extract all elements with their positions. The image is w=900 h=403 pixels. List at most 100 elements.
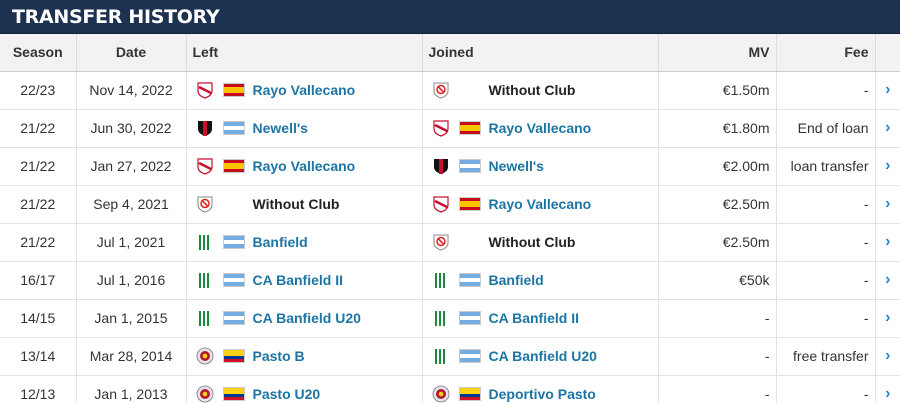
argentina-flag-icon bbox=[458, 349, 481, 363]
joined-club-name-link[interactable]: CA Banfield II bbox=[488, 310, 580, 326]
row-detail-cell[interactable]: › bbox=[875, 147, 900, 186]
joined-club-name-link[interactable]: Deportivo Pasto bbox=[488, 386, 596, 402]
fee-cell: - bbox=[776, 71, 876, 110]
season-cell: 21/22 bbox=[0, 223, 77, 262]
market-value-cell: €2.50m bbox=[658, 185, 777, 224]
banfield-crest-icon[interactable] bbox=[195, 308, 215, 328]
rayo-crest-icon[interactable] bbox=[195, 156, 215, 176]
column-header-arrow bbox=[875, 34, 900, 72]
fee-cell: - bbox=[776, 185, 876, 224]
joined-club-name-link[interactable]: Rayo Vallecano bbox=[488, 196, 592, 212]
row-detail-cell[interactable]: › bbox=[875, 185, 900, 224]
chevron-right-icon[interactable]: › bbox=[885, 271, 891, 288]
flag-placeholder bbox=[459, 83, 481, 97]
joined-club-cell: Without Club bbox=[422, 71, 659, 110]
joined-club-cell: Rayo Vallecano bbox=[422, 185, 659, 224]
season-cell: 21/22 bbox=[0, 185, 77, 224]
chevron-right-icon[interactable]: › bbox=[885, 119, 891, 136]
date-cell: Jan 1, 2013 bbox=[76, 375, 187, 403]
row-detail-cell[interactable]: › bbox=[875, 71, 900, 110]
row-detail-cell[interactable]: › bbox=[875, 299, 900, 338]
column-header-left: Left bbox=[186, 34, 423, 72]
argentina-flag-icon bbox=[458, 311, 481, 325]
table-row[interactable]: 22/23 Nov 14, 2022 Rayo Vallecano Without C… bbox=[0, 71, 900, 110]
chevron-right-icon[interactable]: › bbox=[885, 347, 891, 364]
row-detail-cell[interactable]: › bbox=[875, 375, 900, 403]
market-value-cell: - bbox=[658, 375, 777, 403]
joined-club-name-link[interactable]: Rayo Vallecano bbox=[488, 120, 592, 136]
flag-placeholder bbox=[223, 197, 245, 211]
banfield-crest-icon[interactable] bbox=[431, 346, 451, 366]
chevron-right-icon[interactable]: › bbox=[885, 157, 891, 174]
argentina-flag-icon bbox=[458, 159, 481, 173]
row-detail-cell[interactable]: › bbox=[875, 109, 900, 148]
table-row[interactable]: 21/22 Jul 1, 2021 Banfield Without Club €2.5… bbox=[0, 223, 900, 262]
left-club-name-link[interactable]: Banfield bbox=[252, 234, 308, 250]
row-detail-cell[interactable]: › bbox=[875, 223, 900, 262]
table-row[interactable]: 21/22 Sep 4, 2021 Without Club Rayo Valleca… bbox=[0, 185, 900, 224]
left-club-cell: Rayo Vallecano bbox=[186, 147, 423, 186]
date-cell: Sep 4, 2021 bbox=[76, 185, 187, 224]
pasto-crest-icon[interactable] bbox=[195, 346, 215, 366]
column-header-joined: Joined bbox=[422, 34, 659, 72]
newells-crest-icon[interactable] bbox=[431, 156, 451, 176]
row-detail-cell[interactable]: › bbox=[875, 261, 900, 300]
rayo-crest-icon[interactable] bbox=[431, 194, 451, 214]
column-header-fee: Fee bbox=[776, 34, 876, 72]
chevron-right-icon[interactable]: › bbox=[885, 81, 891, 98]
table-row[interactable]: 21/22 Jan 27, 2022 Rayo Vallecano Newell's €… bbox=[0, 147, 900, 186]
row-detail-cell[interactable]: › bbox=[875, 337, 900, 376]
colombia-flag-icon bbox=[222, 349, 245, 363]
date-cell: Jul 1, 2016 bbox=[76, 261, 187, 300]
table-row[interactable]: 21/22 Jun 30, 2022 Newell's Rayo Vallecano €… bbox=[0, 109, 900, 148]
joined-club-name-link[interactable]: CA Banfield U20 bbox=[488, 348, 597, 364]
column-header-mv: MV bbox=[658, 34, 777, 72]
newells-crest-icon[interactable] bbox=[195, 118, 215, 138]
panel-title: TRANSFER HISTORY bbox=[0, 0, 900, 34]
left-club-cell: CA Banfield II bbox=[186, 261, 423, 300]
chevron-right-icon[interactable]: › bbox=[885, 195, 891, 212]
argentina-flag-icon bbox=[222, 121, 245, 135]
banfield-crest-icon[interactable] bbox=[195, 270, 215, 290]
left-club-name-link[interactable]: Pasto U20 bbox=[252, 386, 321, 402]
banfield-crest-icon[interactable] bbox=[431, 270, 451, 290]
chevron-right-icon[interactable]: › bbox=[885, 233, 891, 250]
table-row[interactable]: 16/17 Jul 1, 2016 CA Banfield II Banfield €5… bbox=[0, 261, 900, 300]
joined-club-name-link[interactable]: Banfield bbox=[488, 272, 544, 288]
pasto-crest-icon[interactable] bbox=[195, 384, 215, 403]
rayo-crest-icon[interactable] bbox=[195, 80, 215, 100]
left-club-name-link[interactable]: Newell's bbox=[252, 120, 308, 136]
without-club-icon bbox=[431, 232, 451, 252]
left-club-name-link[interactable]: CA Banfield U20 bbox=[252, 310, 361, 326]
left-club-cell: Banfield bbox=[186, 223, 423, 262]
joined-club-name-link[interactable]: Newell's bbox=[488, 158, 544, 174]
left-club-name-link[interactable]: Rayo Vallecano bbox=[252, 82, 356, 98]
spain-flag-icon bbox=[458, 121, 481, 135]
pasto-crest-icon[interactable] bbox=[431, 384, 451, 403]
fee-cell: loan transfer bbox=[776, 147, 876, 186]
left-club-name-link[interactable]: Pasto B bbox=[252, 348, 305, 364]
table-row[interactable]: 12/13 Jan 1, 2013 Pasto U20 Deportivo Pasto… bbox=[0, 375, 900, 403]
table-row[interactable]: 13/14 Mar 28, 2014 Pasto B CA Banfield U20 -… bbox=[0, 337, 900, 376]
fee-cell: End of loan bbox=[776, 109, 876, 148]
left-club-name-link[interactable]: Rayo Vallecano bbox=[252, 158, 356, 174]
banfield-crest-icon[interactable] bbox=[431, 308, 451, 328]
season-cell: 22/23 bbox=[0, 71, 77, 110]
spain-flag-icon bbox=[222, 159, 245, 173]
date-cell: Jan 27, 2022 bbox=[76, 147, 187, 186]
joined-club-cell: Newell's bbox=[422, 147, 659, 186]
left-club-name: Without Club bbox=[252, 196, 340, 212]
joined-club-cell: Banfield bbox=[422, 261, 659, 300]
fee-cell: free transfer bbox=[776, 337, 876, 376]
rayo-crest-icon[interactable] bbox=[431, 118, 451, 138]
season-cell: 21/22 bbox=[0, 147, 77, 186]
left-club-name-link[interactable]: CA Banfield II bbox=[252, 272, 344, 288]
chevron-right-icon[interactable]: › bbox=[885, 309, 891, 326]
banfield-crest-icon[interactable] bbox=[195, 232, 215, 252]
joined-club-name: Without Club bbox=[488, 82, 576, 98]
fee-cell: - bbox=[776, 223, 876, 262]
chevron-right-icon[interactable]: › bbox=[885, 385, 891, 402]
joined-club-cell: CA Banfield U20 bbox=[422, 337, 659, 376]
table-row[interactable]: 14/15 Jan 1, 2015 CA Banfield U20 CA Banfie… bbox=[0, 299, 900, 338]
